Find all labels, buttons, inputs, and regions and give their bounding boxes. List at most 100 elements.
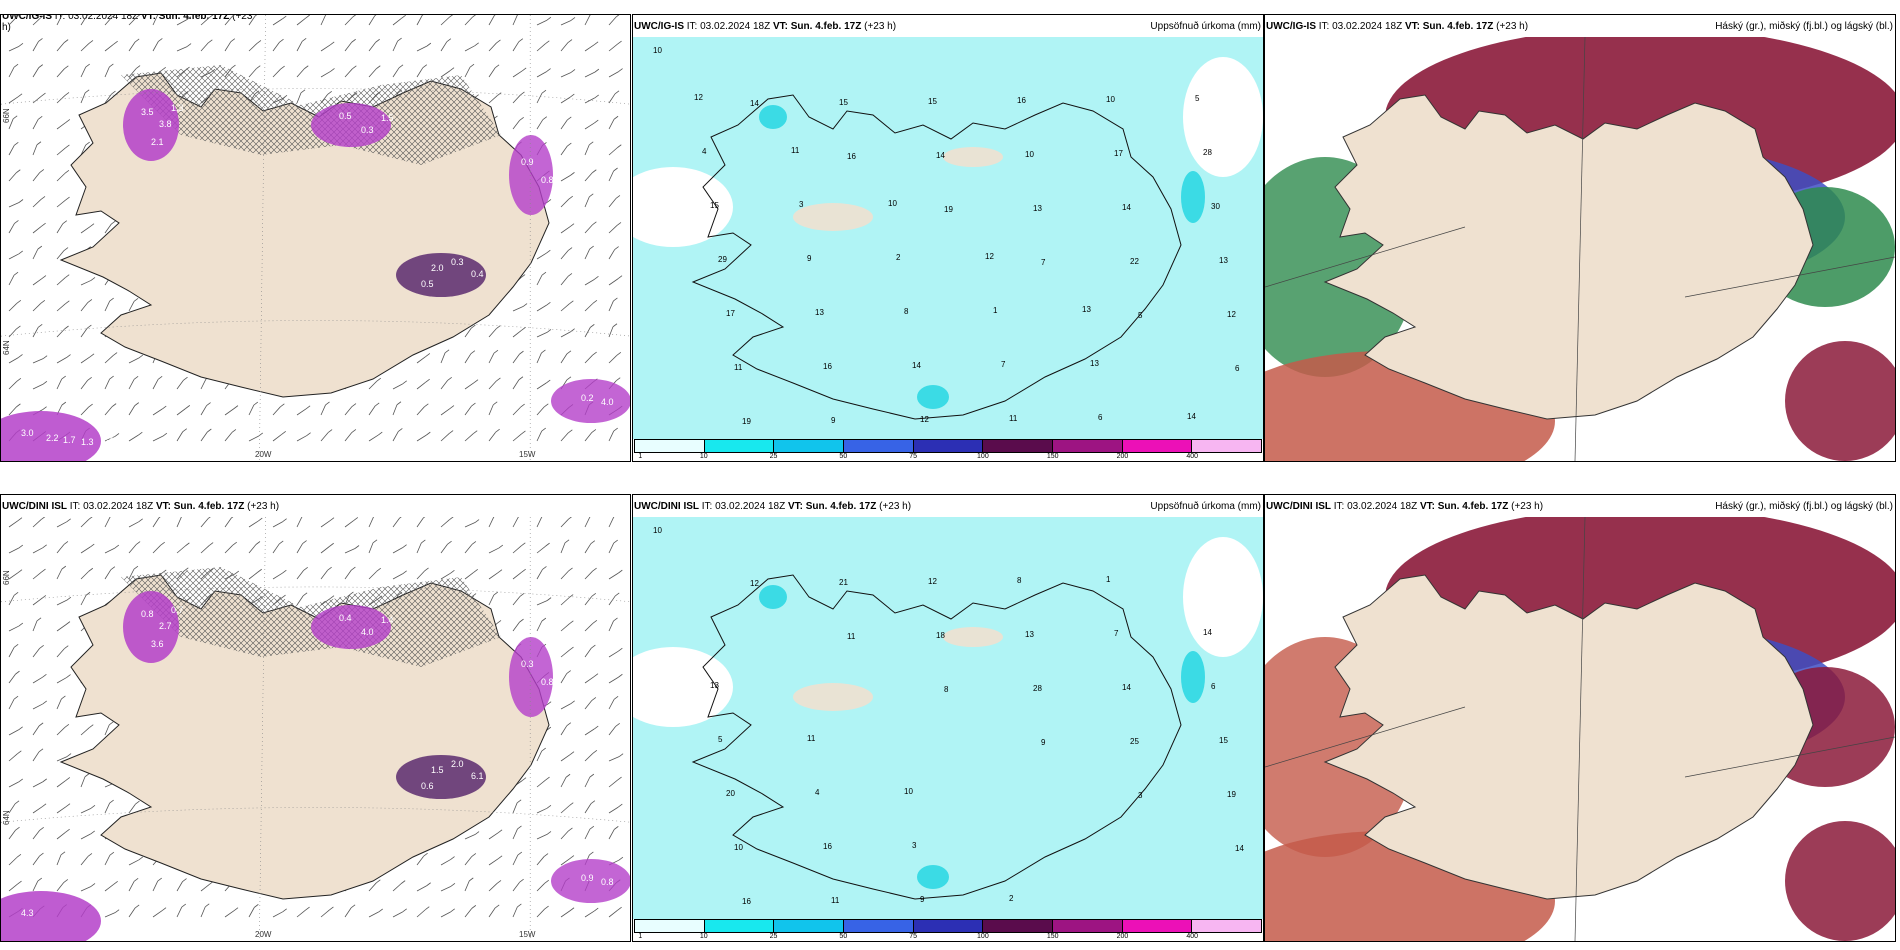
precip-amount-label: 12 — [985, 252, 994, 261]
precip-amount-label: 5 — [718, 735, 723, 744]
model-name: UWC/IG-IS — [2, 14, 52, 22]
precip-amount-label: 12 — [920, 415, 929, 424]
colorbar-swatch — [1192, 920, 1262, 932]
precip-amount-label: 13 — [815, 308, 824, 317]
precip-area — [311, 103, 391, 147]
lead-time: (+23 h) — [1511, 501, 1544, 512]
colorbar-swatch — [704, 440, 775, 452]
precip-value-label: 1.4 — [381, 615, 394, 625]
colorbar-swatch — [1053, 440, 1123, 452]
colorbar-label: 50 — [839, 453, 848, 460]
precip-amount-label: 16 — [1017, 96, 1026, 105]
colorbar-label: 400 — [1186, 933, 1199, 940]
precip-value-label: 0.3 — [361, 125, 374, 135]
precip-value-label: 1.5 — [431, 765, 444, 775]
precip-value-label: 3.0 — [21, 428, 34, 438]
precip-amount-label: 19 — [944, 205, 953, 214]
precip-amount-label: 2 — [1009, 894, 1014, 903]
colorbar-swatch — [913, 440, 984, 452]
precip-amount-label: 10 — [888, 199, 897, 208]
lon-label: 15W — [519, 450, 536, 459]
panel-title: UWC/DINI ISL IT: 03.02.2024 18Z VT: Sun.… — [1266, 501, 1543, 513]
colorbar: 1 10 25 50 75 100 150 200 400 — [634, 439, 1262, 461]
dry-area — [1183, 57, 1263, 177]
precip-amount-label: 8 — [944, 685, 949, 694]
precip-amount-label: 22 — [1130, 257, 1139, 266]
precip-amount-label: 13 — [1025, 630, 1034, 639]
heavy-precip-area — [1181, 651, 1205, 703]
precip-amount-label: 11 — [1009, 414, 1018, 423]
precip-amount-label: 15 — [710, 201, 719, 210]
colorbar-label: 150 — [1046, 453, 1059, 460]
heavy-precip-area — [759, 585, 787, 609]
precip-amount-label: 21 — [839, 578, 848, 587]
valid-time: VT: Sun. 4.feb. 17Z — [772, 21, 862, 32]
precip-amount-label: 8 — [1017, 576, 1022, 585]
iceland-landmass — [1323, 574, 1814, 900]
field-title: Uppsöfnuð úrkoma (mm) — [1150, 501, 1261, 512]
field-title: Háský (gr.), miðský (fj.bl.) og lágský (… — [1715, 501, 1893, 512]
init-time: IT: 03.02.2024 18Z — [69, 501, 154, 512]
dry-land-area — [943, 627, 1003, 647]
precip-amount-label: 14 — [1187, 412, 1196, 421]
precip-amount-label: 11 — [791, 146, 800, 155]
colorbar-labels: 1 10 25 50 75 100 150 200 400 — [634, 453, 1262, 461]
precip-value-label: 4.0 — [601, 397, 614, 407]
map-svg: 1012118931416211828251910111213141520169… — [633, 517, 1263, 919]
colorbar-swatches — [634, 439, 1262, 453]
model-name: UWC/DINI ISL — [2, 501, 67, 512]
precip-amount-label: 14 — [1235, 844, 1244, 853]
precip-amount-label: 7 — [1041, 258, 1046, 267]
iceland-landmass — [691, 574, 1182, 900]
lead-time-cont: h) — [2, 22, 11, 33]
precip-value-label: 0.8 — [141, 609, 154, 619]
precip-amount-label: 25 — [1130, 737, 1139, 746]
precip-value-label: 0.8 — [541, 175, 554, 185]
colorbar-swatch — [1192, 440, 1262, 452]
model-name: UWC/DINI ISL — [1266, 501, 1331, 512]
precip-amount-label: 9 — [807, 254, 812, 263]
precip-amount-label: 5 — [1138, 311, 1143, 320]
precip-amount-label: 12 — [750, 579, 759, 588]
precip-amount-label: 20 — [726, 789, 735, 798]
colorbar-labels: 1 10 25 50 75 100 150 200 400 — [634, 933, 1262, 941]
colorbar-swatch — [1053, 920, 1123, 932]
precip-amount-label: 14 — [936, 151, 945, 160]
precip-amount-label: 10 — [1106, 95, 1115, 104]
lead-time: (+23 h) — [247, 501, 280, 512]
map-area: 3.5 3.8 2.1 1.3 0.5 0.3 1.5 0.9 0.8 2.0 0.3 0.4 0.5 0… — [1, 15, 630, 461]
heavy-precip-area — [917, 385, 949, 409]
colorbar-swatch — [704, 920, 775, 932]
panel-igis-accum-precip: UWC/IG-IS IT: 03.02.2024 18Z VT: Sun. 4.… — [632, 14, 1264, 462]
precip-amount-label: 11 — [847, 632, 856, 641]
precip-amount-label: 7 — [1114, 629, 1119, 638]
precip-amount-label: 10 — [734, 843, 743, 852]
precip-value-label: 2.7 — [159, 621, 172, 631]
precip-area — [509, 135, 553, 215]
precip-amount-label: 10 — [1025, 150, 1034, 159]
colorbar-label: 75 — [909, 453, 918, 460]
colorbar-swatch — [635, 440, 705, 452]
colorbar-label: 400 — [1186, 453, 1199, 460]
heavy-precip-area — [759, 105, 787, 129]
precip-amount-label: 13 — [1090, 359, 1099, 368]
valid-time: VT: Sun. 4.feb. 17Z — [787, 501, 877, 512]
panel-dini-precip-type: UWC/DINI ISL IT: 03.02.2024 18Z VT: Sun.… — [0, 494, 631, 942]
precip-area — [551, 859, 630, 903]
colorbar-swatch — [774, 440, 845, 452]
dry-area — [633, 647, 733, 727]
precip-amount-label: 17 — [726, 309, 735, 318]
precip-value-label: 0.8 — [601, 877, 614, 887]
model-name: UWC/IG-IS — [634, 21, 684, 32]
precip-amount-label: 14 — [750, 99, 759, 108]
precip-background — [633, 517, 1263, 919]
colorbar-swatch — [774, 920, 845, 932]
precip-amount-label: 19 — [742, 417, 751, 426]
lon-label: 20W — [255, 930, 272, 939]
precip-amount-label: 6 — [1098, 413, 1103, 422]
precip-value-label: 0.3 — [521, 659, 534, 669]
panel-igis-precip-type: UWC/IG-IS IT: 03.02.2024 18Z VT: Sun. 4.… — [0, 14, 631, 462]
lat-label: 64N — [2, 810, 11, 825]
colorbar-label: 1 — [638, 453, 643, 460]
lead-time: (+23 h) — [879, 501, 912, 512]
